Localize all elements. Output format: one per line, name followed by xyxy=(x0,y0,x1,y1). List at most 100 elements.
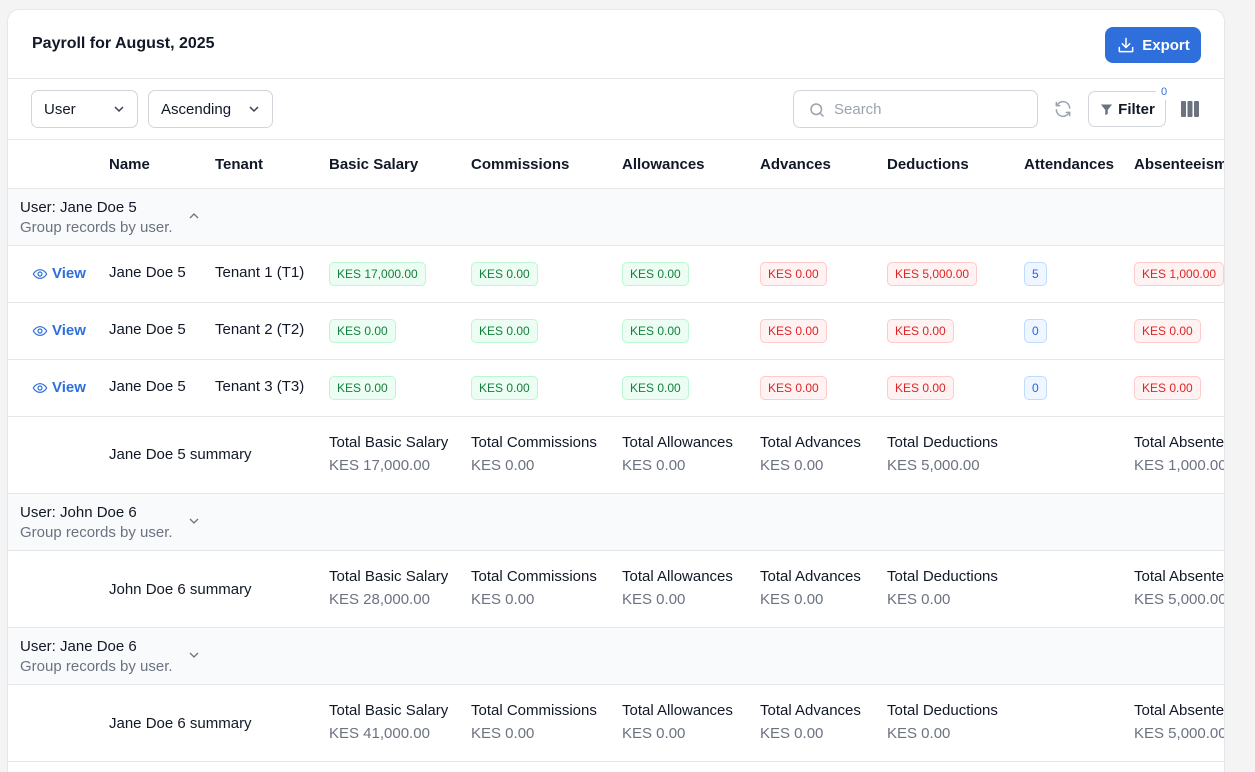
payroll-card: Payroll for August, 2025 Export User Asc… xyxy=(7,9,1225,772)
summary-value: KES 0.00 xyxy=(622,591,686,608)
column-header-basic-salary[interactable]: Basic Salary xyxy=(329,156,419,173)
eye-icon xyxy=(32,325,48,336)
summary-absenteeism: Total Absenteeism KES 1,000.00 xyxy=(1134,434,1225,474)
group-summary-row: Jane Doe 6 summary Total Basic Salary KE… xyxy=(8,685,1224,762)
summary-title: Total Deductions xyxy=(887,434,998,451)
summary-value: KES 0.00 xyxy=(887,591,951,608)
basic-salary-badge: KES 0.00 xyxy=(329,376,396,400)
filter-icon xyxy=(1101,104,1113,115)
advances-badge: KES 0.00 xyxy=(760,262,827,286)
filter-label: Filter xyxy=(1118,100,1155,118)
column-header-name[interactable]: Name xyxy=(109,156,150,173)
tenant-cell: Tenant 3 (T3) xyxy=(215,378,305,395)
search-input[interactable] xyxy=(834,100,1024,118)
name-cell: Jane Doe 5 xyxy=(109,378,186,395)
page-title: Payroll for August, 2025 xyxy=(32,35,215,52)
summary-title: Total Advances xyxy=(760,568,861,585)
group-by-select[interactable]: User xyxy=(31,90,138,128)
summary-label: Jane Doe 5 summary xyxy=(109,446,252,463)
absenteeism-badge: KES 0.00 xyxy=(1134,376,1201,400)
attendances-badge: 0 xyxy=(1024,319,1047,343)
sort-direction-select[interactable]: Ascending xyxy=(148,90,273,128)
advances-badge: KES 0.00 xyxy=(760,319,827,343)
chevron-down-icon[interactable] xyxy=(188,515,200,527)
summary-title: Total Absenteeism xyxy=(1134,568,1225,585)
search-field[interactable] xyxy=(793,90,1038,128)
table-row: View Jane Doe 5 Tenant 2 (T2) KES 0.00 K… xyxy=(8,303,1224,360)
summary-deductions: Total Deductions KES 5,000.00 xyxy=(887,434,998,474)
allowances-badge: KES 0.00 xyxy=(622,376,689,400)
summary-value: KES 0.00 xyxy=(760,591,824,608)
summary-value: KES 5,000.00 xyxy=(1134,591,1225,608)
column-header-absenteeism[interactable]: Absenteeism xyxy=(1134,156,1225,173)
filter-button[interactable]: Filter xyxy=(1088,91,1166,127)
column-header-commissions[interactable]: Commissions xyxy=(471,156,570,173)
summary-deductions: Total Deductions KES 0.00 xyxy=(887,568,998,608)
card-header: Payroll for August, 2025 Export xyxy=(8,10,1224,79)
group-header-row[interactable]: User: Jane Doe 6 Group records by user. xyxy=(8,628,1224,685)
export-button[interactable]: Export xyxy=(1105,27,1201,63)
column-header-allowances[interactable]: Allowances xyxy=(622,156,705,173)
summary-title: Total Commissions xyxy=(471,568,597,585)
column-header-deductions[interactable]: Deductions xyxy=(887,156,969,173)
summary-value: KES 17,000.00 xyxy=(329,457,430,474)
summary-value: KES 0.00 xyxy=(471,457,535,474)
attendances-badge: 5 xyxy=(1024,262,1047,286)
summary-advances: Total Advances KES 0.00 xyxy=(760,568,861,608)
view-link[interactable]: View xyxy=(32,379,86,396)
summary-title: Total Allowances xyxy=(622,568,733,585)
group-title: User: Jane Doe 5 xyxy=(20,199,137,216)
summary-basic-salary: Total Basic Salary KES 28,000.00 xyxy=(329,568,448,608)
basic-salary-badge: KES 0.00 xyxy=(329,319,396,343)
summary-title: Total Absenteeism xyxy=(1134,434,1225,451)
view-link[interactable]: View xyxy=(32,265,86,282)
column-header-tenant[interactable]: Tenant xyxy=(215,156,264,173)
absenteeism-badge: KES 0.00 xyxy=(1134,319,1201,343)
summary-title: Total Basic Salary xyxy=(329,434,449,451)
view-label: View xyxy=(52,379,86,396)
summary-value: KES 1,000.00 xyxy=(1134,457,1225,474)
summary-label: John Doe 6 summary xyxy=(109,581,252,598)
column-header-advances[interactable]: Advances xyxy=(760,156,831,173)
summary-basic-salary: Total Basic Salary KES 41,000.00 xyxy=(329,702,448,742)
summary-allowances: Total Allowances KES 0.00 xyxy=(622,702,733,742)
toolbar: User Ascending Filter 0 xyxy=(8,79,1224,140)
deductions-badge: KES 0.00 xyxy=(887,319,954,343)
search-icon xyxy=(810,103,824,117)
summary-value: KES 0.00 xyxy=(471,591,535,608)
group-summary-row: John Doe 6 summary Total Basic Salary KE… xyxy=(8,551,1224,628)
advances-badge: KES 0.00 xyxy=(760,376,827,400)
summary-value: KES 41,000.00 xyxy=(329,725,430,742)
commissions-badge: KES 0.00 xyxy=(471,262,538,286)
summary-advances: Total Advances KES 0.00 xyxy=(760,702,861,742)
view-link[interactable]: View xyxy=(32,322,86,339)
summary-title: Total Allowances xyxy=(622,434,733,451)
group-summary-row: Jane Doe 5 summary Total Basic Salary KE… xyxy=(8,417,1224,494)
chevron-down-icon[interactable] xyxy=(188,649,200,661)
group-header-row[interactable]: User: Jane Doe 5 Group records by user. xyxy=(8,189,1224,246)
group-header-row[interactable]: User: John Doe 6 Group records by user. xyxy=(8,494,1224,551)
chevron-up-icon[interactable] xyxy=(188,210,200,222)
summary-basic-salary: Total Basic Salary KES 17,000.00 xyxy=(329,434,448,474)
chevron-down-icon xyxy=(249,106,259,113)
eye-icon xyxy=(32,382,48,393)
name-cell: Jane Doe 5 xyxy=(109,264,186,281)
refresh-icon[interactable] xyxy=(1053,99,1073,119)
summary-value: KES 28,000.00 xyxy=(329,591,430,608)
attendances-badge: 0 xyxy=(1024,376,1047,400)
column-header-attendances[interactable]: Attendances xyxy=(1024,156,1115,173)
group-subtitle: Group records by user. xyxy=(20,658,173,675)
summary-value: KES 0.00 xyxy=(887,725,951,742)
absenteeism-badge: KES 1,000.00 xyxy=(1134,262,1224,286)
summary-title: Total Advances xyxy=(760,702,861,719)
summary-value: KES 0.00 xyxy=(622,457,686,474)
summary-value: KES 5,000.00 xyxy=(887,457,980,474)
group-title: User: Jane Doe 6 xyxy=(20,638,137,655)
summary-title: Total Basic Salary xyxy=(329,702,449,719)
columns-icon[interactable] xyxy=(1181,100,1199,118)
summary-value: KES 5,000.00 xyxy=(1134,725,1225,742)
deductions-badge: KES 0.00 xyxy=(887,376,954,400)
export-label: Export xyxy=(1142,36,1190,54)
summary-title: Total Basic Salary xyxy=(329,568,449,585)
eye-icon xyxy=(32,268,48,279)
